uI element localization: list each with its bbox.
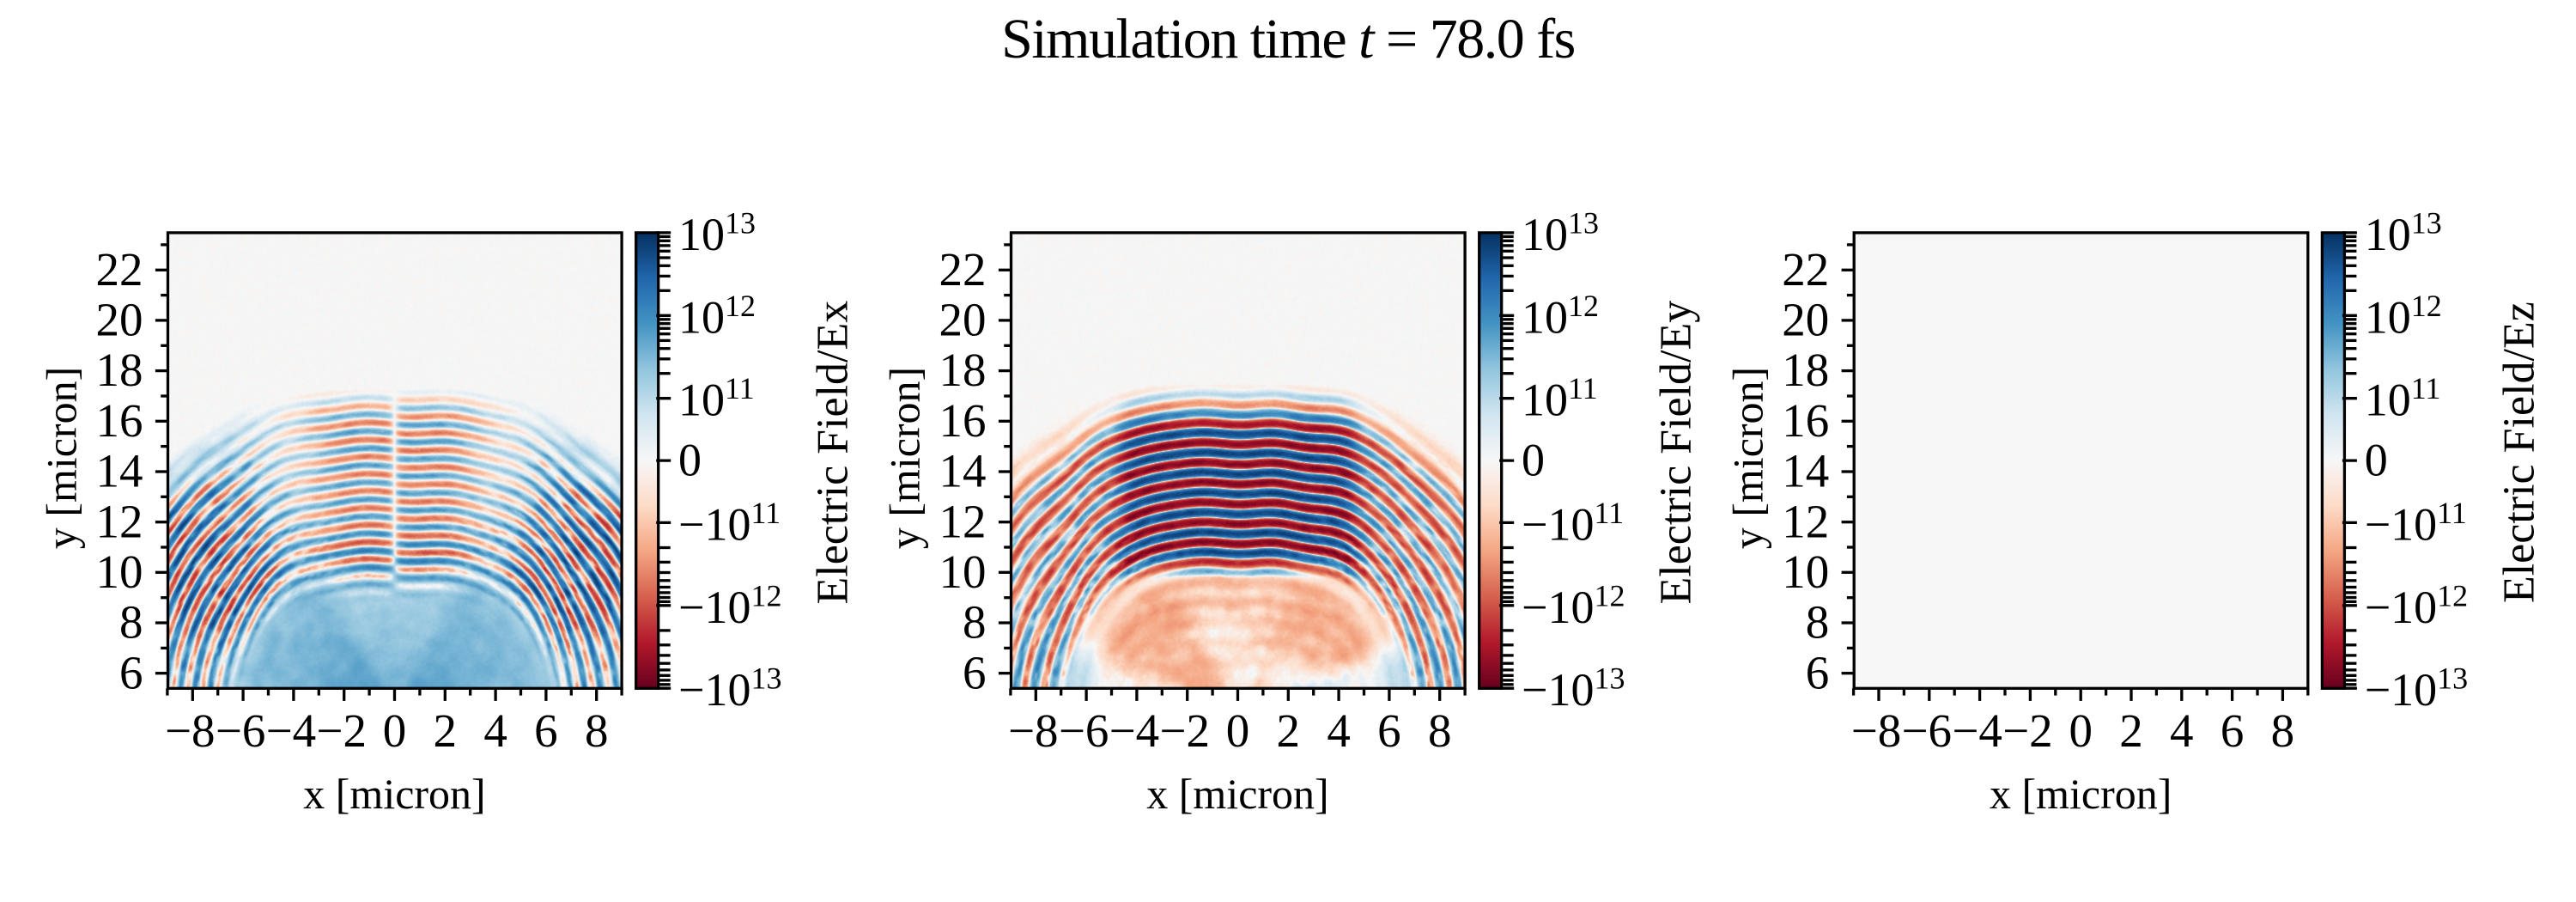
svg-text:14: 14 <box>1782 445 1829 497</box>
svg-text:12: 12 <box>939 495 987 547</box>
svg-text:−2: −2 <box>1159 704 1210 757</box>
svg-text:−1012: −1012 <box>678 578 781 633</box>
svg-text:x [micron]: x [micron] <box>1146 770 1328 818</box>
svg-text:16: 16 <box>1782 394 1829 447</box>
svg-text:1012: 1012 <box>2365 289 2442 344</box>
svg-text:y [micron]: y [micron] <box>38 367 86 549</box>
svg-text:2: 2 <box>434 704 458 757</box>
svg-text:0: 0 <box>1522 434 1545 485</box>
svg-text:−8: −8 <box>165 704 216 757</box>
svg-text:1012: 1012 <box>678 289 756 344</box>
svg-text:6: 6 <box>963 646 987 698</box>
svg-text:6: 6 <box>534 704 558 757</box>
svg-text:x [micron]: x [micron] <box>1990 770 2172 818</box>
svg-text:20: 20 <box>1782 294 1829 346</box>
svg-text:8: 8 <box>2271 704 2295 757</box>
svg-text:4: 4 <box>2170 704 2194 757</box>
svg-text:−1012: −1012 <box>2365 578 2468 633</box>
svg-text:22: 22 <box>96 243 143 296</box>
svg-text:16: 16 <box>939 394 987 447</box>
svg-text:14: 14 <box>96 445 143 497</box>
svg-text:Electric Field/Ex: Electric Field/Ex <box>809 301 858 605</box>
svg-text:20: 20 <box>96 294 143 346</box>
svg-text:22: 22 <box>939 243 987 296</box>
svg-text:0: 0 <box>2365 434 2388 485</box>
svg-text:−1013: −1013 <box>1522 661 1625 716</box>
svg-text:4: 4 <box>483 704 507 757</box>
svg-text:−6: −6 <box>1059 704 1109 757</box>
svg-text:y [micron]: y [micron] <box>1723 367 1771 549</box>
svg-text:18: 18 <box>96 344 143 396</box>
svg-text:−6: −6 <box>1902 704 1953 757</box>
svg-text:y [micron]: y [micron] <box>881 367 929 549</box>
svg-text:8: 8 <box>1428 704 1452 757</box>
svg-text:6: 6 <box>1377 704 1401 757</box>
svg-text:1013: 1013 <box>1522 205 1599 260</box>
svg-text:−1012: −1012 <box>1522 578 1625 633</box>
svg-text:16: 16 <box>96 394 143 447</box>
svg-text:2: 2 <box>1277 704 1301 757</box>
svg-text:0: 0 <box>1226 704 1250 757</box>
svg-text:Electric Field/Ez: Electric Field/Ez <box>2494 302 2543 603</box>
svg-text:0: 0 <box>383 704 407 757</box>
svg-text:−1011: −1011 <box>678 496 781 551</box>
svg-text:−4: −4 <box>1109 704 1160 757</box>
svg-text:8: 8 <box>119 596 143 649</box>
svg-text:1011: 1011 <box>678 371 755 426</box>
svg-text:10: 10 <box>1782 545 1829 598</box>
svg-text:1013: 1013 <box>2365 205 2442 260</box>
svg-text:−1011: −1011 <box>1522 496 1624 551</box>
svg-text:−8: −8 <box>1851 704 1902 757</box>
svg-text:1011: 1011 <box>1522 371 1598 426</box>
svg-text:−1013: −1013 <box>678 661 781 716</box>
svg-text:12: 12 <box>1782 495 1829 547</box>
svg-text:−8: −8 <box>1008 704 1059 757</box>
svg-text:Simulation time t = 78.0 fs: Simulation time t = 78.0 fs <box>1001 8 1575 70</box>
svg-text:−2: −2 <box>2002 704 2053 757</box>
svg-text:6: 6 <box>1806 646 1830 698</box>
svg-text:8: 8 <box>963 596 987 649</box>
svg-text:−4: −4 <box>1952 704 2002 757</box>
svg-text:22: 22 <box>1782 243 1829 296</box>
svg-text:4: 4 <box>1327 704 1351 757</box>
svg-text:2: 2 <box>2119 704 2143 757</box>
svg-text:8: 8 <box>585 704 609 757</box>
svg-text:10: 10 <box>96 545 143 598</box>
svg-text:1013: 1013 <box>678 205 756 260</box>
svg-text:1012: 1012 <box>1522 289 1599 344</box>
svg-text:−1013: −1013 <box>2365 661 2468 716</box>
svg-text:0: 0 <box>678 434 702 485</box>
svg-text:12: 12 <box>96 495 143 547</box>
svg-text:−1011: −1011 <box>2365 496 2467 551</box>
svg-text:Electric Field/Ey: Electric Field/Ey <box>1652 301 1701 605</box>
svg-text:20: 20 <box>939 294 987 346</box>
svg-text:−2: −2 <box>316 704 367 757</box>
svg-text:10: 10 <box>939 545 987 598</box>
svg-text:14: 14 <box>939 445 987 497</box>
svg-text:1011: 1011 <box>2365 371 2441 426</box>
svg-text:0: 0 <box>2069 704 2093 757</box>
svg-text:18: 18 <box>939 344 987 396</box>
svg-text:18: 18 <box>1782 344 1829 396</box>
svg-text:6: 6 <box>119 646 143 698</box>
svg-text:−6: −6 <box>216 704 266 757</box>
svg-text:x [micron]: x [micron] <box>303 770 485 818</box>
svg-text:8: 8 <box>1806 596 1830 649</box>
svg-text:6: 6 <box>2221 704 2245 757</box>
svg-text:−4: −4 <box>266 704 317 757</box>
